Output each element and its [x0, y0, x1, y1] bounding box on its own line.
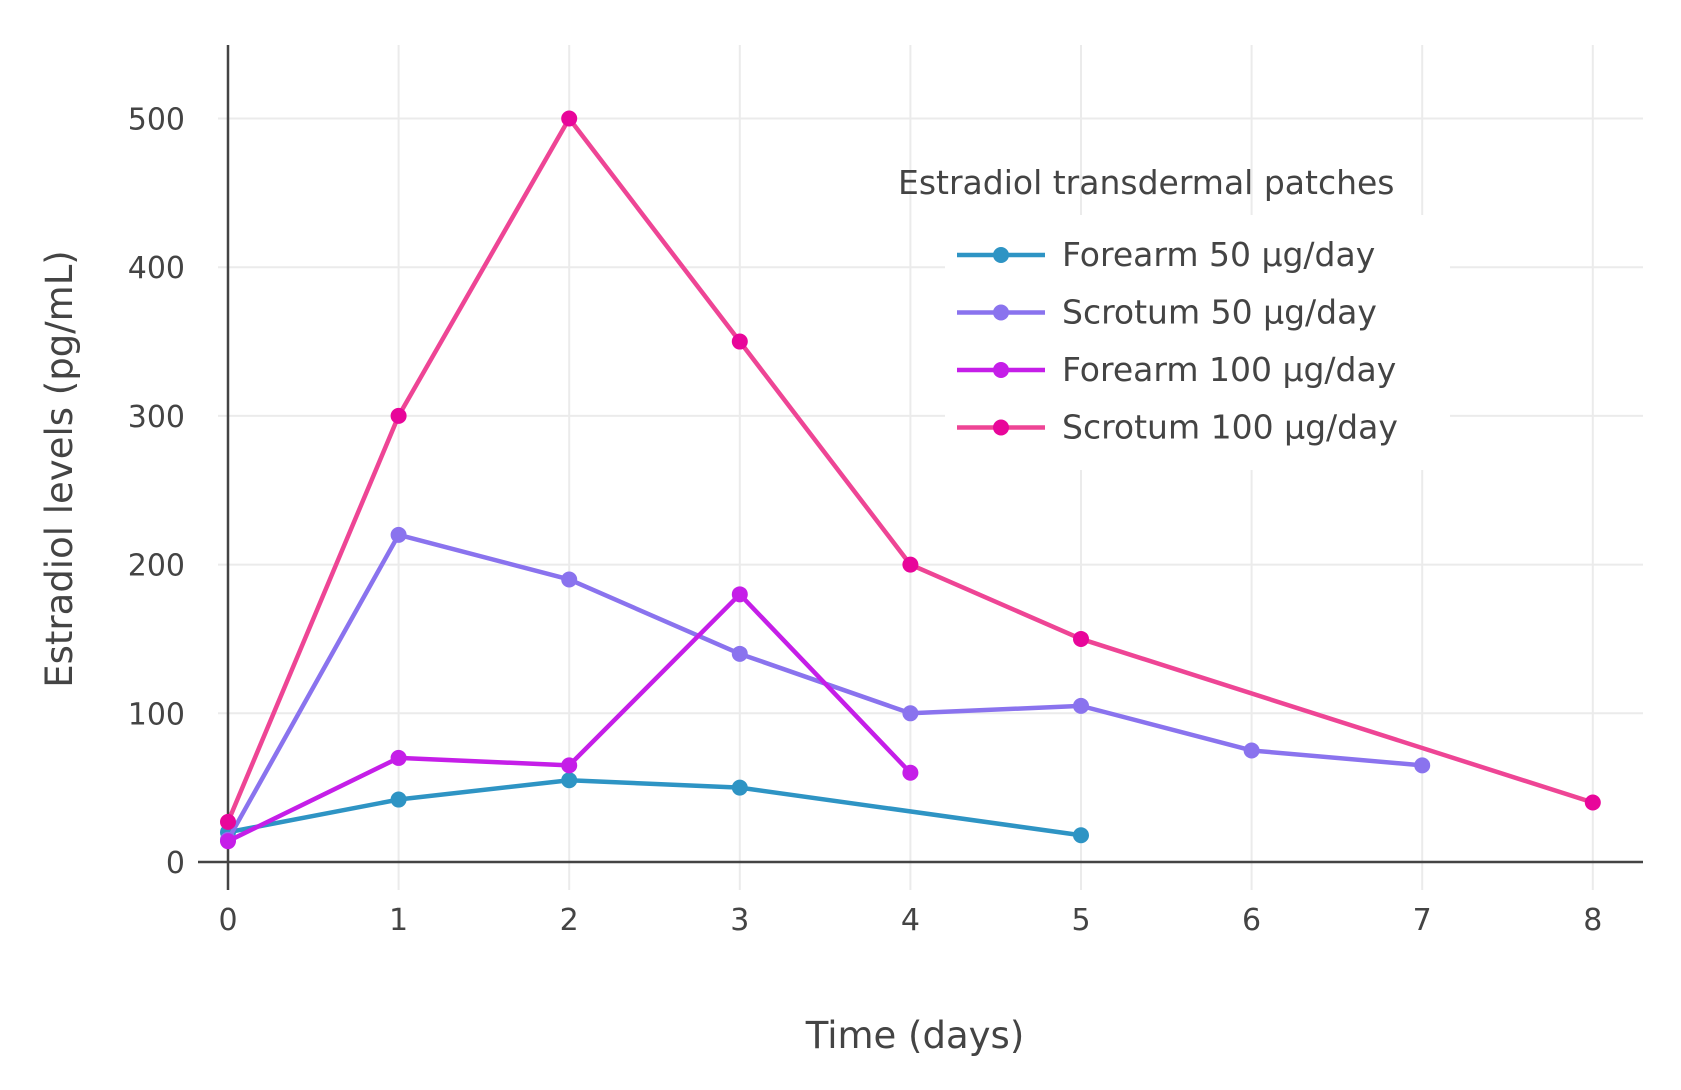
- y-tick-label: 400: [128, 251, 185, 286]
- legend-marker: [993, 362, 1009, 378]
- data-point[interactable]: [902, 764, 919, 781]
- legend-label: Forearm 100 μg/day: [1062, 350, 1396, 389]
- data-point[interactable]: [561, 571, 578, 588]
- series-3: [220, 110, 1601, 830]
- data-point[interactable]: [561, 110, 578, 127]
- data-point[interactable]: [1073, 630, 1089, 647]
- x-tick-label: 6: [1242, 903, 1261, 938]
- legend-item[interactable]: Scrotum 50 μg/day: [957, 293, 1377, 332]
- x-tick-label: 5: [1071, 903, 1090, 938]
- y-tick-label: 300: [128, 400, 185, 435]
- x-axis-title: Time (days): [805, 1014, 1025, 1057]
- data-point[interactable]: [731, 779, 748, 796]
- legend-marker: [993, 247, 1009, 263]
- series-group: [220, 110, 1601, 850]
- y-tick-label: 200: [128, 549, 185, 584]
- x-tick-label: 0: [218, 903, 237, 938]
- legend[interactable]: Estradiol transdermal patches Forearm 50 …: [898, 163, 1450, 470]
- y-tick-label: 100: [128, 697, 185, 732]
- legend-label: Forearm 50 μg/day: [1062, 235, 1375, 274]
- x-tick-label: 2: [560, 903, 579, 938]
- data-point[interactable]: [1073, 827, 1089, 844]
- data-point[interactable]: [220, 813, 236, 830]
- legend-marker: [993, 419, 1009, 436]
- data-point[interactable]: [731, 333, 748, 350]
- axes: 0 1 2 3 4 5 6 7 8 0 100 200 300 400 500: [128, 45, 1643, 938]
- x-tick-label: 1: [389, 903, 408, 938]
- legend-item[interactable]: Scrotum 100 μg/day: [957, 408, 1398, 447]
- series-2: [220, 586, 919, 850]
- data-point[interactable]: [731, 586, 748, 603]
- x-tick-label: 7: [1413, 903, 1432, 938]
- series-line: [227, 777, 1082, 838]
- data-point[interactable]: [390, 407, 407, 424]
- data-point[interactable]: [902, 556, 919, 573]
- data-point[interactable]: [1584, 794, 1601, 811]
- data-point[interactable]: [390, 526, 407, 543]
- y-tick-label: 500: [128, 103, 185, 138]
- data-point[interactable]: [220, 833, 236, 850]
- x-tick-label: 8: [1583, 903, 1602, 938]
- legend-label: Scrotum 100 μg/day: [1062, 408, 1398, 447]
- legend-item[interactable]: Forearm 100 μg/day: [957, 350, 1396, 389]
- y-tick-label: 0: [166, 846, 185, 881]
- legend-title: Estradiol transdermal patches: [898, 163, 1395, 202]
- data-point[interactable]: [902, 705, 919, 722]
- legend-item[interactable]: Forearm 50 μg/day: [957, 235, 1375, 274]
- x-tick-label: 3: [730, 903, 749, 938]
- data-point[interactable]: [561, 757, 578, 774]
- data-point[interactable]: [731, 645, 748, 662]
- data-point[interactable]: [390, 791, 407, 808]
- data-point[interactable]: [1073, 697, 1089, 714]
- series-line: [226, 532, 1423, 841]
- data-point[interactable]: [390, 749, 407, 766]
- data-point[interactable]: [1243, 742, 1260, 759]
- data-point[interactable]: [1414, 757, 1431, 774]
- legend-marker: [993, 304, 1009, 321]
- legend-label: Scrotum 50 μg/day: [1062, 293, 1377, 332]
- data-point[interactable]: [561, 772, 578, 789]
- y-axis-title: Estradiol levels (pg/mL): [38, 250, 81, 687]
- x-tick-label: 4: [901, 903, 920, 938]
